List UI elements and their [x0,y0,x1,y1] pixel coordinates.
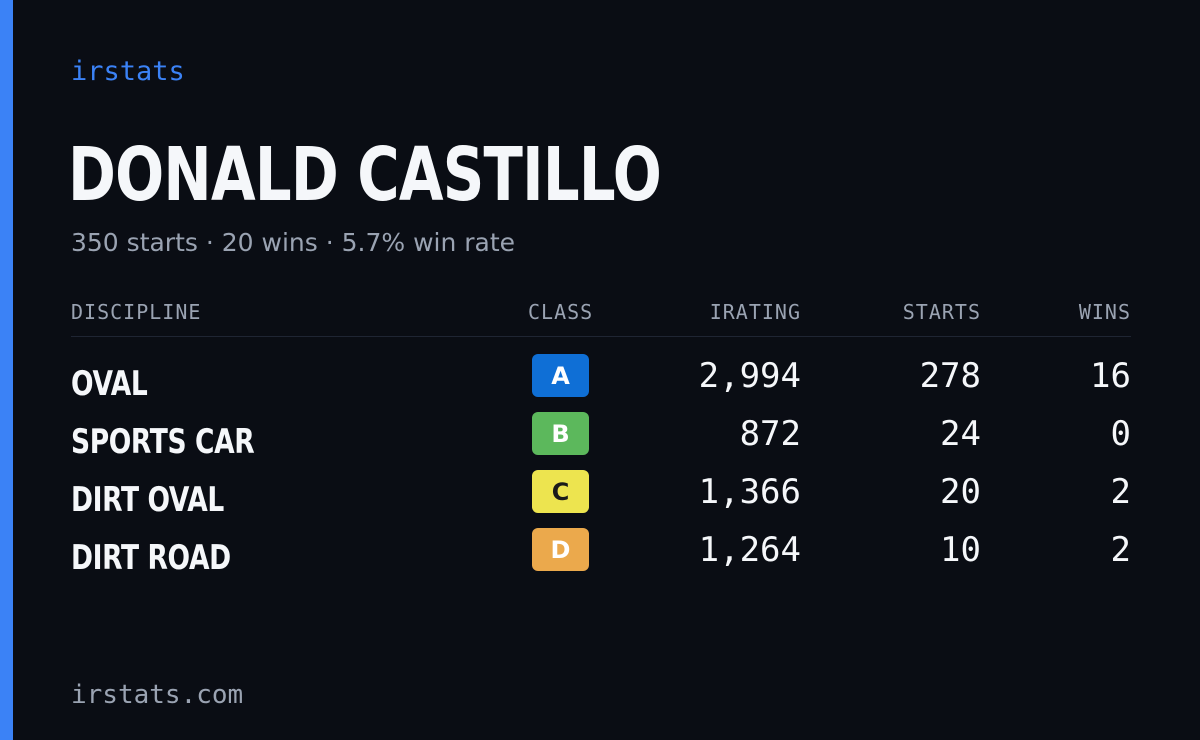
table-header: DISCIPLINE CLASS IRATING STARTS WINS [71,300,1131,337]
header-class: CLASS [528,300,594,324]
discipline-label: DIRT OVAL [71,480,224,520]
footer-url: irstats.com [71,680,244,710]
starts-value: 24 [940,414,981,454]
header-wins: WINS [1078,300,1131,324]
header-irating: IRATING [709,300,801,324]
class-badge: A [532,354,589,397]
class-badge: C [532,470,589,513]
starts-value: 278 [919,356,981,396]
table-row: SPORTS CAR B 872 24 0 [71,410,1131,468]
table-row: OVAL A 2,994 278 16 [71,352,1131,410]
brand-logo: irstats [71,56,185,87]
wins-value: 2 [1110,530,1131,570]
discipline-label: DIRT ROAD [71,538,231,578]
starts-value: 10 [940,530,981,570]
wins-value: 0 [1110,414,1131,454]
player-name: DONALD CASTILLO [68,132,662,218]
accent-bar [0,0,13,740]
wins-value: 16 [1090,356,1131,396]
stats-table: OVAL A 2,994 278 16 SPORTS CAR B 872 24 … [71,352,1131,584]
header-discipline: DISCIPLINE [71,300,202,324]
irating-value: 2,994 [698,356,801,396]
class-badge: B [532,412,589,455]
header-starts: STARTS [902,300,981,324]
irating-value: 872 [739,414,801,454]
class-badge: D [532,528,589,571]
irating-value: 1,264 [698,530,801,570]
irating-value: 1,366 [698,472,801,512]
player-summary: 350 starts · 20 wins · 5.7% win rate [71,228,516,257]
wins-value: 2 [1110,472,1131,512]
table-row: DIRT OVAL C 1,366 20 2 [71,468,1131,526]
discipline-label: OVAL [71,364,148,404]
discipline-label: SPORTS CAR [71,422,255,462]
starts-value: 20 [940,472,981,512]
table-row: DIRT ROAD D 1,264 10 2 [71,526,1131,584]
